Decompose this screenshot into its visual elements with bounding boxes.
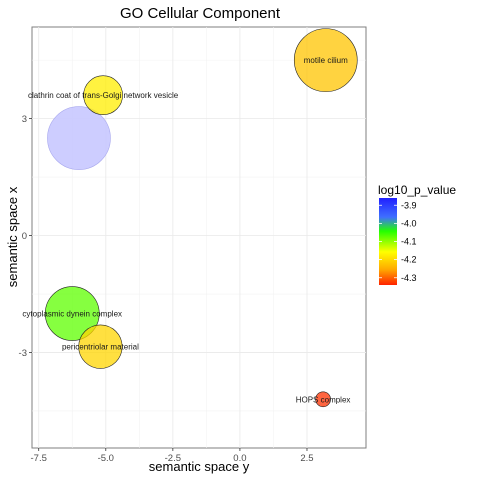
bubble-label: cytoplasmic dynein complex xyxy=(22,310,122,319)
y-tick-label: 3 xyxy=(22,114,27,125)
bubble-label: pericentriolar material xyxy=(62,343,139,352)
bubble xyxy=(78,324,123,369)
bubble xyxy=(44,286,100,341)
legend-tick-label: -4.3 xyxy=(401,273,417,283)
bubble xyxy=(47,106,111,170)
chart-title: GO Cellular Component xyxy=(120,5,281,22)
y-tick-label: -3 xyxy=(19,348,27,359)
legend: log10_p_value -3.9 -4.0 -4.1 -4.2 -4.3 xyxy=(378,183,456,285)
legend-colorbar xyxy=(379,198,397,285)
bubble-label: clathrin coat of trans-Golgi network ves… xyxy=(28,91,179,100)
x-axis-title: semantic space y xyxy=(149,459,250,474)
bubble-label: motile cilium xyxy=(304,56,348,65)
y-axis-title: semantic space x xyxy=(5,186,20,287)
legend-tick-label: -4.0 xyxy=(401,218,417,228)
y-axis-ticks: -3 0 3 xyxy=(19,114,32,359)
x-tick-label: -7.5 xyxy=(31,453,47,464)
bubbles-layer xyxy=(44,28,358,408)
bubble-label: HOPS complex xyxy=(296,395,351,404)
x-tick-label: 2.5 xyxy=(300,453,313,464)
bubble xyxy=(83,75,123,116)
x-tick-label: -2.5 xyxy=(165,453,181,464)
bubble xyxy=(315,391,331,408)
x-axis-ticks: -7.5 -5.0 -2.5 0.0 2.5 xyxy=(31,448,314,464)
bubble-labels-layer: motile cilium clathrin coat of trans-Golg… xyxy=(22,56,350,404)
legend-tick-label: -4.1 xyxy=(401,237,417,247)
y-tick-label: 0 xyxy=(22,231,27,242)
bubble xyxy=(293,28,358,92)
legend-ticks: -3.9 -4.0 -4.1 -4.2 -4.3 xyxy=(379,200,417,283)
legend-tick-label: -4.2 xyxy=(401,255,417,265)
x-tick-label: -5.0 xyxy=(98,453,114,464)
legend-tick-label: -3.9 xyxy=(401,200,417,210)
legend-title: log10_p_value xyxy=(378,183,456,197)
x-tick-label: 0.0 xyxy=(233,453,246,464)
